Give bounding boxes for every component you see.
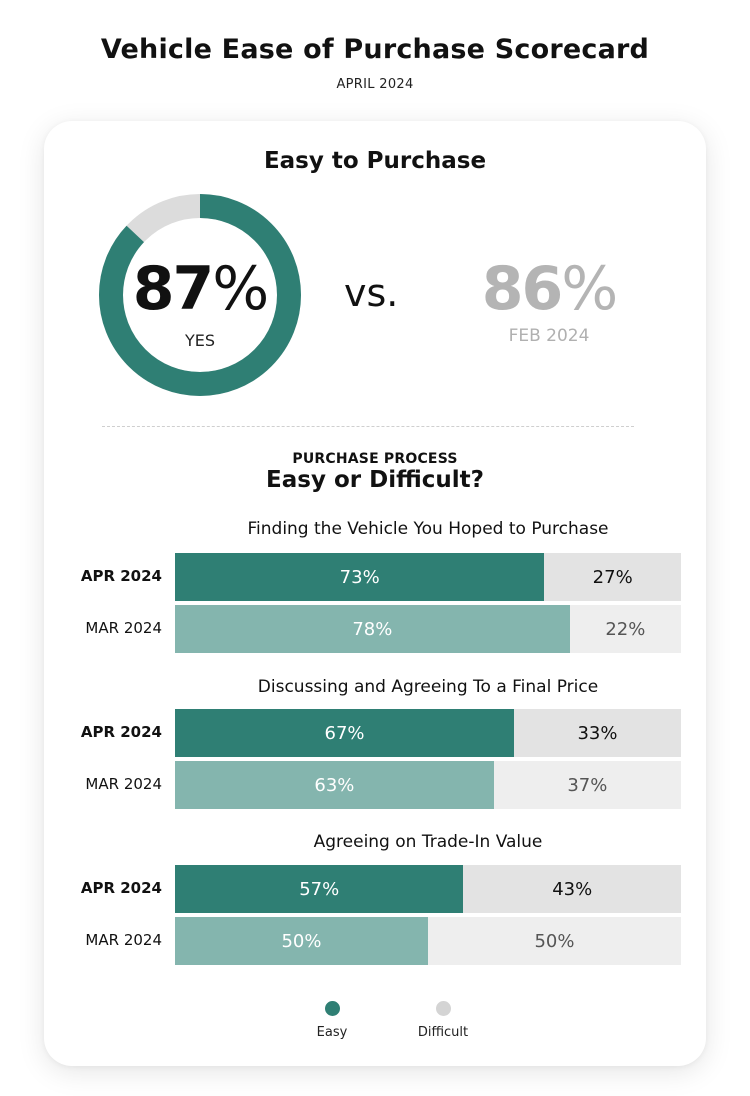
bar-row-previous: MAR 2024 50% 50%	[44, 917, 706, 965]
group-title: Agreeing on Trade-In Value	[313, 832, 543, 852]
easy-segment: 57%	[175, 865, 464, 913]
bar-row-current: APR 2024 73% 27%	[44, 553, 706, 601]
process-title: Easy or Difficult?	[266, 467, 484, 493]
stacked-bar: 50% 50%	[175, 917, 681, 965]
previous-label: FEB 2024	[508, 326, 590, 346]
row-label: MAR 2024	[85, 931, 162, 949]
legend-item-easy: Easy	[287, 1001, 377, 1040]
row-label: APR 2024	[80, 723, 162, 741]
easy-dot-icon	[324, 1001, 340, 1016]
row-label: MAR 2024	[85, 619, 162, 637]
bar-row-previous: MAR 2024 63% 37%	[44, 761, 706, 809]
vs-label: vs.	[344, 271, 399, 315]
stacked-bar: 57% 43%	[175, 865, 681, 913]
easy-segment: 78%	[175, 605, 570, 653]
donut-yes-segment	[99, 194, 301, 396]
row-label: APR 2024	[80, 879, 162, 897]
row-label: APR 2024	[80, 567, 162, 585]
stacked-bar: 67% 33%	[175, 709, 681, 757]
group-title: Discussing and Agreeing To a Final Price	[257, 677, 599, 697]
percent-sign: %	[212, 254, 269, 324]
difficult-segment: 43%	[463, 865, 681, 913]
process-kicker: PURCHASE PROCESS	[292, 451, 458, 467]
group-title: Finding the Vehicle You Hoped to Purchas…	[247, 519, 609, 539]
easy-to-purchase-title: Easy to Purchase	[263, 148, 487, 174]
scorecard-card: Easy to Purchase 87% YES vs. 86% FEB 202…	[44, 121, 706, 1066]
row-label: MAR 2024	[85, 775, 162, 793]
stacked-bar: 78% 22%	[175, 605, 681, 653]
legend-label: Easy	[316, 1025, 348, 1040]
easy-segment: 73%	[175, 553, 545, 601]
easy-to-purchase-donut	[99, 194, 301, 396]
difficult-segment: 22%	[569, 605, 681, 653]
previous-percentage: 86%	[464, 257, 634, 321]
bar-row-previous: MAR 2024 78% 22%	[44, 605, 706, 653]
previous-value: 86	[481, 254, 563, 324]
difficult-segment: 33%	[514, 709, 681, 757]
stacked-bar: 63% 37%	[175, 761, 681, 809]
difficult-segment: 37%	[493, 761, 681, 809]
dashed-divider	[102, 426, 634, 427]
easy-segment: 67%	[175, 709, 515, 757]
difficult-segment: 50%	[428, 917, 681, 965]
current-percentage: 87%	[98, 257, 302, 321]
legend-item-difficult: Difficult	[398, 1001, 488, 1040]
page-subtitle: APRIL 2024	[336, 77, 414, 92]
difficult-segment: 27%	[544, 553, 681, 601]
easy-segment: 63%	[175, 761, 494, 809]
bar-row-current: APR 2024 67% 33%	[44, 709, 706, 757]
easy-segment: 50%	[175, 917, 428, 965]
difficult-dot-icon	[435, 1001, 451, 1016]
percent-sign: %	[561, 254, 618, 324]
chart-legend: Easy Difficult	[44, 1001, 706, 1051]
page-title: Vehicle Ease of Purchase Scorecard	[100, 34, 650, 65]
stacked-bar: 73% 27%	[175, 553, 681, 601]
legend-label: Difficult	[417, 1025, 469, 1040]
bar-row-current: APR 2024 57% 43%	[44, 865, 706, 913]
current-label: YES	[184, 331, 216, 350]
current-value: 87	[132, 254, 214, 324]
